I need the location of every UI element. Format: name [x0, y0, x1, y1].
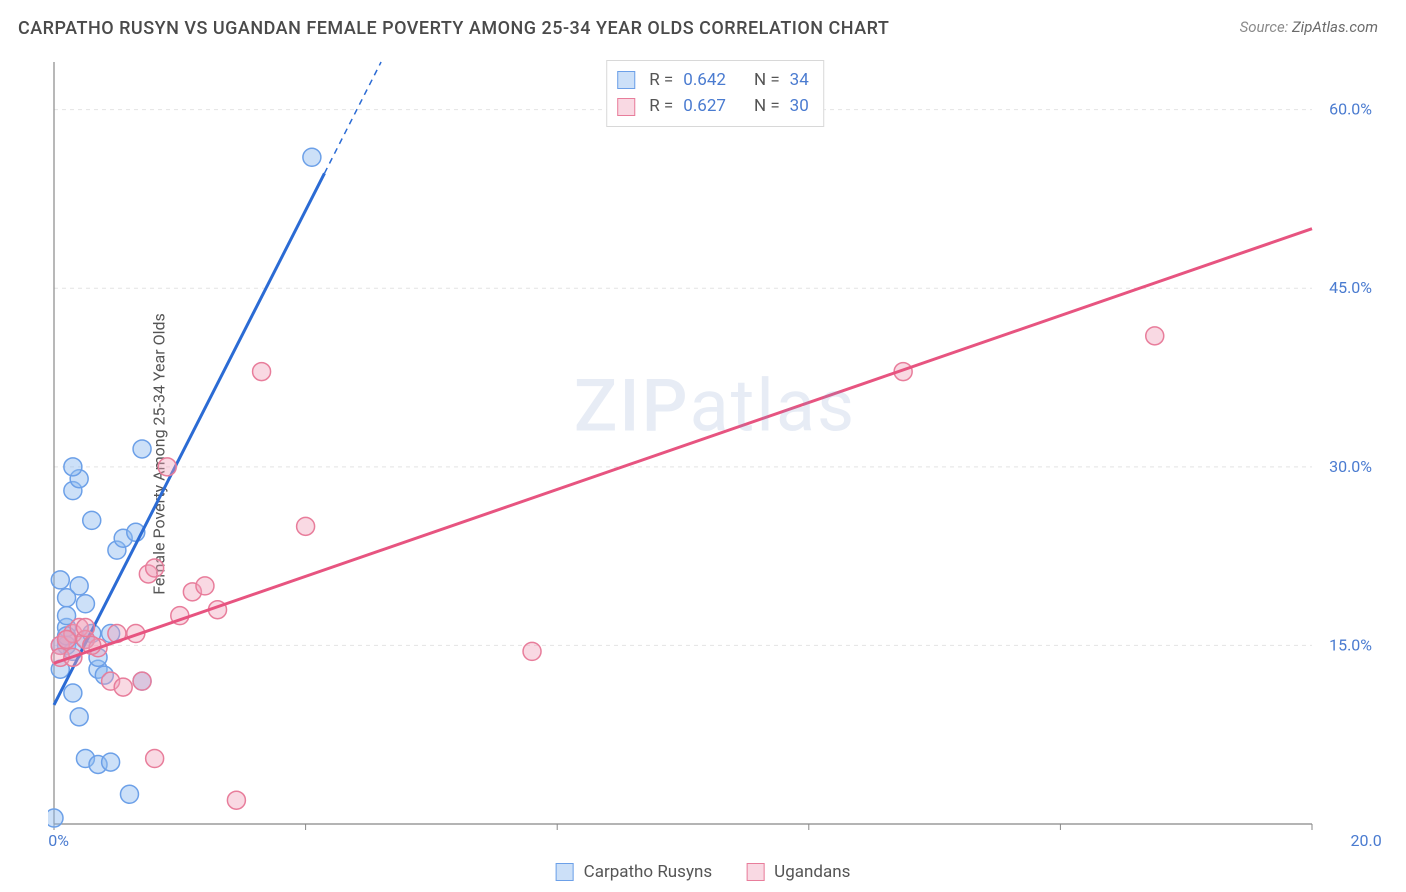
- legend-swatch: [617, 71, 635, 89]
- r-value: 0.627: [683, 93, 726, 119]
- legend-swatch: [617, 98, 635, 116]
- legend-swatch: [556, 863, 574, 881]
- svg-text:60.0%: 60.0%: [1329, 100, 1372, 119]
- svg-text:15.0%: 15.0%: [1329, 635, 1372, 654]
- n-value: 30: [790, 93, 809, 119]
- source-label: Source:: [1240, 18, 1289, 36]
- svg-text:20.0%: 20.0%: [1351, 831, 1382, 850]
- bottom-legend: Carpatho Rusyns Ugandans: [556, 862, 851, 882]
- legend-item: Carpatho Rusyns: [556, 862, 713, 882]
- legend-label: Ugandans: [774, 862, 850, 882]
- stats-row: R = 0.642 N = 34: [617, 67, 809, 93]
- stats-legend: R = 0.642 N = 34 R = 0.627 N = 30: [606, 60, 824, 127]
- stats-row: R = 0.627 N = 30: [617, 93, 809, 119]
- r-label: R =: [649, 67, 673, 93]
- plot-area: Female Poverty Among 25-34 Year Olds 15.…: [48, 56, 1382, 852]
- legend-label: Carpatho Rusyns: [584, 862, 713, 882]
- n-label: N =: [754, 67, 780, 93]
- chart-title: CARPATHO RUSYN VS UGANDAN FEMALE POVERTY…: [18, 18, 889, 39]
- source-name: ZipAtlas.com: [1292, 18, 1378, 36]
- source-attribution: Source: ZipAtlas.com: [1240, 18, 1378, 36]
- r-label: R =: [649, 93, 673, 119]
- svg-text:0.0%: 0.0%: [48, 831, 69, 850]
- n-label: N =: [754, 93, 780, 119]
- legend-swatch: [746, 863, 764, 881]
- scatter-plot-svg: 15.0% 30.0% 45.0% 60.0% 0.0% 20.0%: [48, 56, 1382, 852]
- svg-text:30.0%: 30.0%: [1329, 457, 1372, 476]
- n-value: 34: [790, 67, 809, 93]
- legend-item: Ugandans: [746, 862, 850, 882]
- svg-text:45.0%: 45.0%: [1329, 278, 1372, 297]
- r-value: 0.642: [683, 67, 726, 93]
